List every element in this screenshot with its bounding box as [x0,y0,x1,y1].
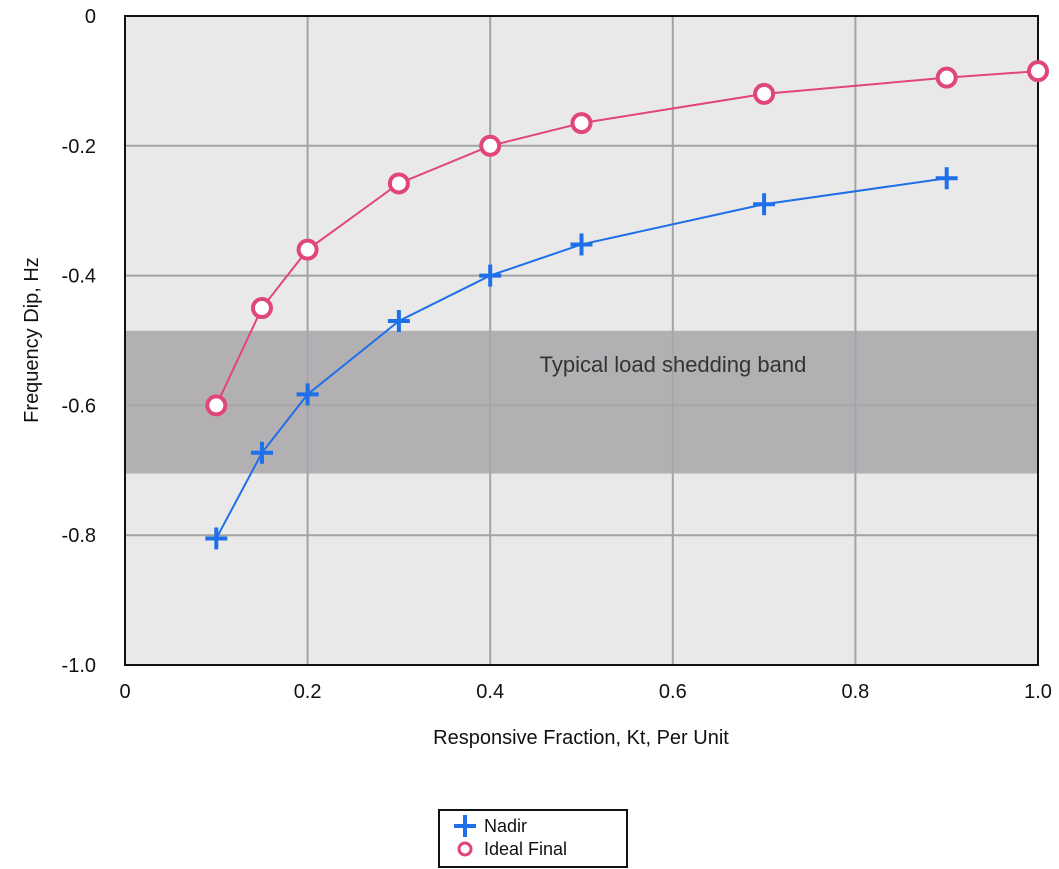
x-tick-label: 1.0 [1024,681,1052,703]
data-point [296,383,319,406]
series-line-0 [215,177,947,539]
data-point [479,264,502,287]
data-point [935,66,958,89]
data-point [935,167,958,190]
legend: Nadir Ideal Final [438,809,628,868]
data-point [479,134,502,157]
data-point [250,297,273,320]
data-point [570,112,593,135]
x-tick-label: 0.6 [659,681,687,703]
data-point [570,233,593,256]
y-tick-label: -0.4 [62,266,96,288]
data-point [250,441,273,464]
y-tick-label: -0.6 [62,395,96,417]
y-tick-label: -0.8 [62,525,96,547]
data-point [753,193,776,216]
data-point [1027,60,1049,83]
series-nadir [205,167,958,550]
x-axis-title: Responsive Fraction, Kt, Per Unit [433,727,729,749]
series-layer [205,60,1049,550]
load-shedding-band: Typical load shedding band [125,330,1038,474]
data-point [205,394,228,417]
y-tick-label: 0 [85,6,96,28]
legend-label: Ideal Final [484,839,567,859]
legend-label: Nadir [484,816,527,836]
x-tick-label: 0.2 [294,681,322,703]
y-tick-label: -1.0 [62,655,96,677]
y-tick-label: -0.2 [62,136,96,158]
band-label: Typical load shedding band [540,352,807,377]
y-axis-title: Frequency Dip, Hz [21,257,43,423]
band-rect [125,330,1038,474]
plot-frame [124,15,1039,666]
legend-box [438,809,628,868]
data-point [387,310,410,333]
data-point [753,82,776,105]
legend-marker-circle [457,841,473,857]
series-ideal-final [205,60,1049,417]
x-tick-label: 0.8 [841,681,869,703]
data-point [387,172,410,195]
x-tick-label: 0 [119,681,130,703]
x-tick-label: 0.4 [476,681,504,703]
x-tick-labels: 0 0.2 0.4 0.6 0.8 1.0 [119,681,1051,703]
data-point [296,238,319,261]
data-point [205,527,228,550]
y-tick-labels: 0 -0.2 -0.4 -0.6 -0.8 -1.0 [62,6,96,677]
legend-marker-plus [454,815,476,837]
